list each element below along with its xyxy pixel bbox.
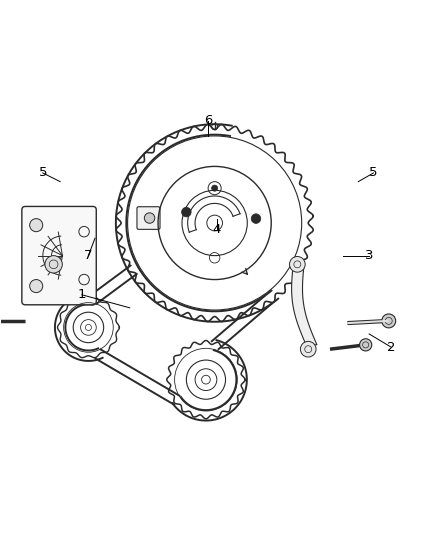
Text: 7: 7 xyxy=(84,249,93,262)
Circle shape xyxy=(251,214,261,223)
Text: 2: 2 xyxy=(387,341,395,353)
Circle shape xyxy=(145,213,155,223)
Circle shape xyxy=(30,279,43,293)
Circle shape xyxy=(382,314,396,328)
Text: 5: 5 xyxy=(39,166,47,180)
Text: 6: 6 xyxy=(204,114,212,127)
Polygon shape xyxy=(292,266,317,345)
Text: 5: 5 xyxy=(369,166,378,180)
Text: 4: 4 xyxy=(212,223,221,236)
FancyBboxPatch shape xyxy=(137,207,160,229)
Text: 1: 1 xyxy=(78,288,86,301)
Text: 3: 3 xyxy=(365,249,374,262)
Circle shape xyxy=(182,207,191,217)
Circle shape xyxy=(30,219,43,232)
Circle shape xyxy=(45,256,62,273)
Circle shape xyxy=(290,256,305,272)
Circle shape xyxy=(360,339,372,351)
Circle shape xyxy=(300,341,316,357)
Circle shape xyxy=(212,185,218,191)
FancyBboxPatch shape xyxy=(22,206,96,305)
